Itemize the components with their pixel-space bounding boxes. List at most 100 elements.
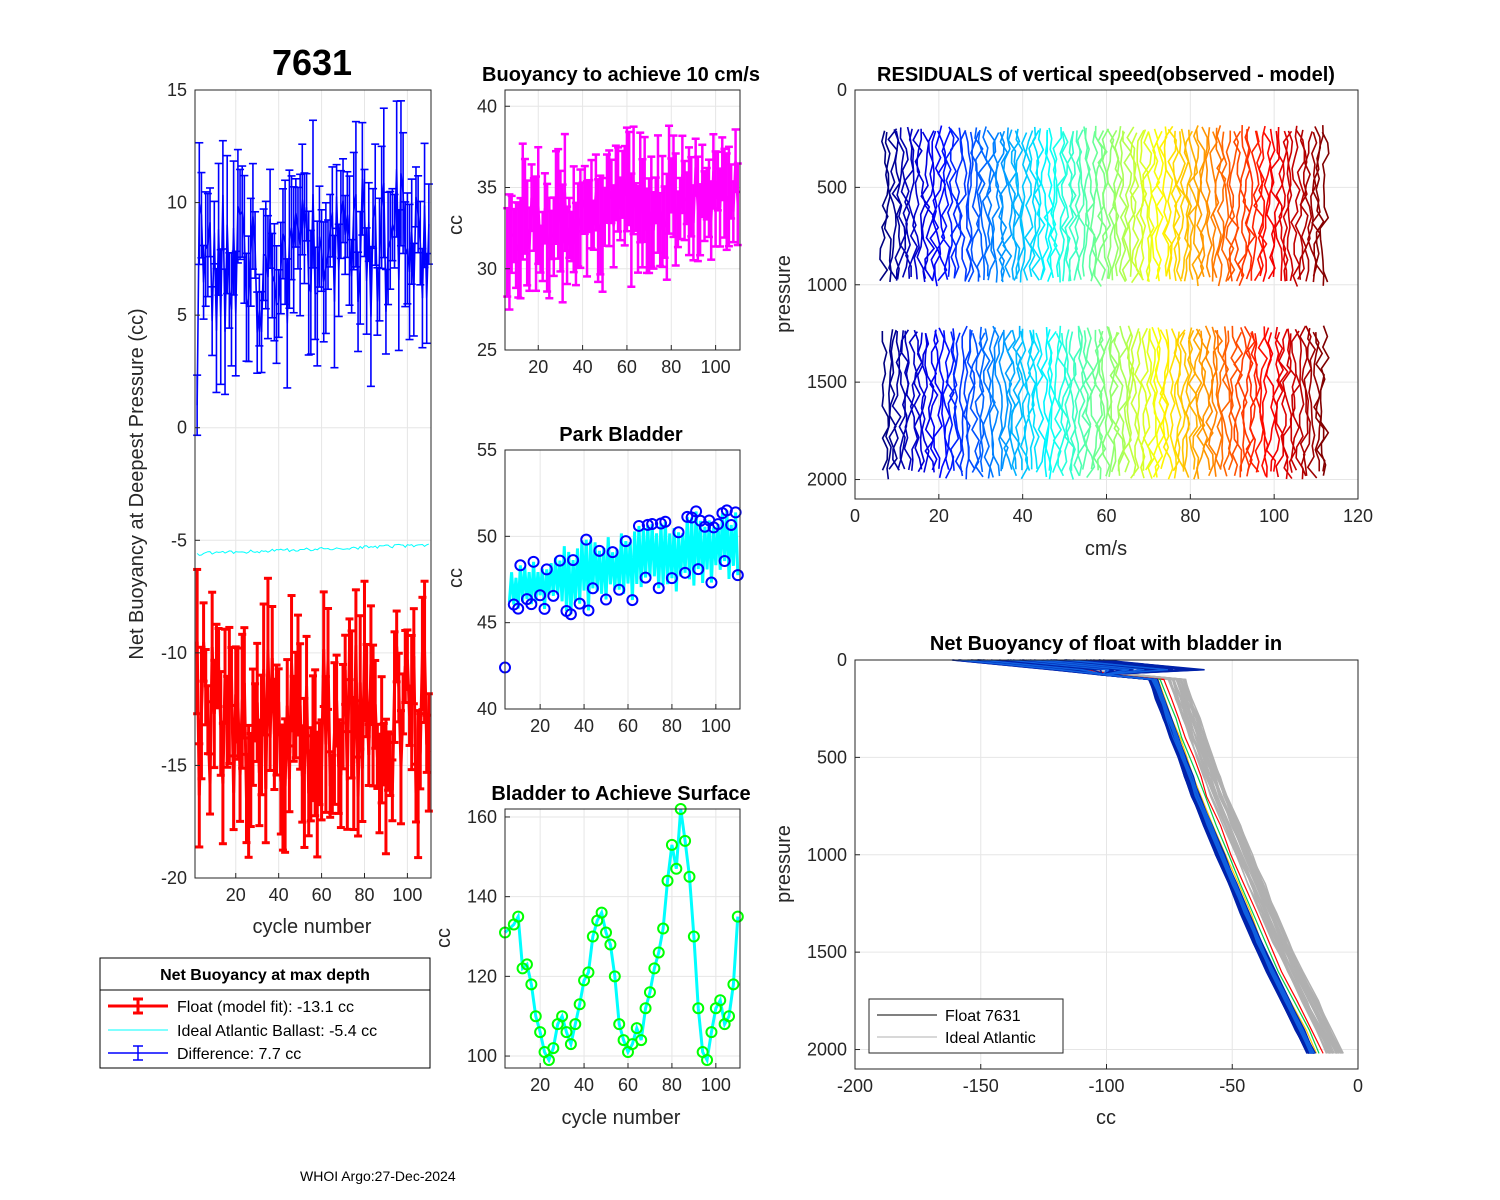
residual-profile	[1179, 332, 1190, 472]
tick-label-y: 500	[817, 747, 847, 767]
residual-profile	[1298, 129, 1309, 280]
residual-profile	[974, 127, 984, 278]
bladder-surface-marker	[586, 930, 599, 943]
residual-profile	[1315, 332, 1326, 472]
tick-label-y: 35	[477, 178, 497, 198]
tick-label-y: 160	[467, 807, 497, 827]
tick-label-x: 80	[662, 1075, 682, 1095]
residual-profile	[924, 130, 936, 282]
tick-label-y: 40	[477, 96, 497, 116]
buoyancy-10cms-chart: 20 40 60 80 100 25 30 35 40 Buoyancy to achieve …	[445, 64, 760, 377]
residual-profile	[1319, 325, 1330, 476]
residual-profile	[953, 332, 964, 473]
residual-profile	[949, 331, 960, 471]
park-bladder-marker	[692, 563, 705, 576]
tick-label-y: 0	[837, 80, 847, 100]
difference-series-line	[196, 169, 430, 406]
net-buoyancy-chart: 20 40 60 80 100 -20 -15 -10 -5 0 5 10 15 7631 cycle …	[99, 42, 433, 1069]
park-bladder-marker	[606, 546, 619, 559]
park-bladder-marker	[553, 554, 566, 567]
residual-profile	[1139, 129, 1150, 280]
residual-profile	[1142, 131, 1153, 283]
residual-profile	[895, 130, 907, 281]
residual-profile	[920, 333, 930, 473]
park-bladder-marker	[619, 535, 632, 548]
tick-label-y: 0	[837, 650, 847, 670]
residual-profile	[1265, 332, 1277, 472]
buoyancy-series-line	[506, 160, 740, 254]
residual-profile	[1150, 128, 1161, 280]
residual-profile	[1249, 332, 1260, 473]
residual-profile	[965, 329, 976, 470]
bladder-surface-marker	[687, 930, 700, 943]
net-buoyancy-profile-ylabel: pressure	[773, 825, 795, 903]
bladder-surface-marker	[512, 910, 525, 923]
tick-label-y: 25	[477, 340, 497, 360]
net-buoyancy-legend: Net Buoyancy at max depth Float (model f…	[99, 957, 431, 1069]
residual-profile	[1121, 130, 1133, 281]
residual-profile	[1315, 125, 1325, 286]
float-curve	[981, 659, 1315, 1054]
park-bladder-marker	[613, 583, 626, 596]
park-bladder-marker	[731, 569, 744, 582]
residual-profile	[1101, 128, 1112, 279]
tick-label-y: -10	[161, 643, 187, 663]
tick-label-x: 80	[354, 885, 374, 905]
residual-profile	[1179, 128, 1190, 279]
residual-profile	[1312, 331, 1322, 472]
park-bladder-marker	[632, 519, 645, 532]
ideal-atlantic-curve	[969, 659, 1330, 1054]
bladder-surface-marker	[542, 1054, 555, 1067]
park-bladder-marker	[527, 555, 540, 568]
tick-label-y: 1500	[807, 942, 847, 962]
bladder-surface-marker	[701, 1054, 714, 1067]
residual-profile	[1274, 130, 1285, 281]
residual-profile	[1229, 325, 1239, 477]
bladder-surface-marker	[648, 962, 661, 975]
residual-profile	[1270, 331, 1281, 472]
bladder-surface-ylabel: cc	[433, 928, 455, 948]
tick-label-x: 20	[226, 885, 246, 905]
tick-label-x: 20	[929, 506, 949, 526]
park-bladder-marker	[729, 506, 742, 519]
residuals-title: RESIDUALS of vertical speed(observed - m…	[877, 64, 1335, 86]
park-bladder-title: Park Bladder	[559, 424, 683, 446]
net-buoyancy-profile-title: Net Buoyancy of float with bladder in	[930, 633, 1282, 655]
buoyancy-10cms-title: Buoyancy to achieve 10 cm/s	[482, 64, 760, 86]
residual-profile	[981, 126, 992, 277]
residual-profile	[936, 130, 948, 282]
residual-profile	[1076, 129, 1086, 280]
residual-profile	[885, 329, 894, 480]
residual-profile	[1228, 131, 1240, 282]
residual-profile	[1015, 128, 1025, 279]
tick-label-x: 60	[1096, 506, 1116, 526]
footer-stamp: WHOI Argo:27-Dec-2024	[300, 1168, 456, 1184]
park-bladder-line	[507, 510, 740, 615]
tick-label-y: 1000	[807, 275, 847, 295]
park-bladder-marker	[567, 554, 580, 567]
park-bladder-marker	[538, 602, 551, 615]
tick-label-y: -5	[171, 530, 187, 550]
park-bladder-marker	[514, 559, 527, 572]
residual-profile	[907, 128, 919, 279]
park-bladder-marker	[580, 533, 593, 546]
residual-profile	[1028, 126, 1038, 278]
legend-float-label: Float (model fit): -13.1 cc	[177, 999, 354, 1016]
residual-profile	[1175, 131, 1186, 282]
tick-label-y: 100	[467, 1046, 497, 1066]
residual-profile	[1007, 129, 1018, 280]
bladder-surface-marker	[520, 958, 533, 971]
net-buoyancy-title: 7631	[272, 42, 352, 83]
residual-profile	[1257, 326, 1269, 477]
park-bladder-marker	[672, 526, 685, 539]
residual-profile	[1113, 125, 1123, 277]
residuals-xlabel: cm/s	[1085, 538, 1127, 560]
residual-profile	[1118, 131, 1128, 283]
bladder-surface-line	[503, 808, 740, 1065]
park-bladder-marker	[534, 589, 547, 602]
residual-profile	[1172, 331, 1182, 472]
residual-profile	[1195, 128, 1206, 280]
bladder-surface-marker	[714, 994, 727, 1007]
residual-profile	[1204, 325, 1215, 477]
